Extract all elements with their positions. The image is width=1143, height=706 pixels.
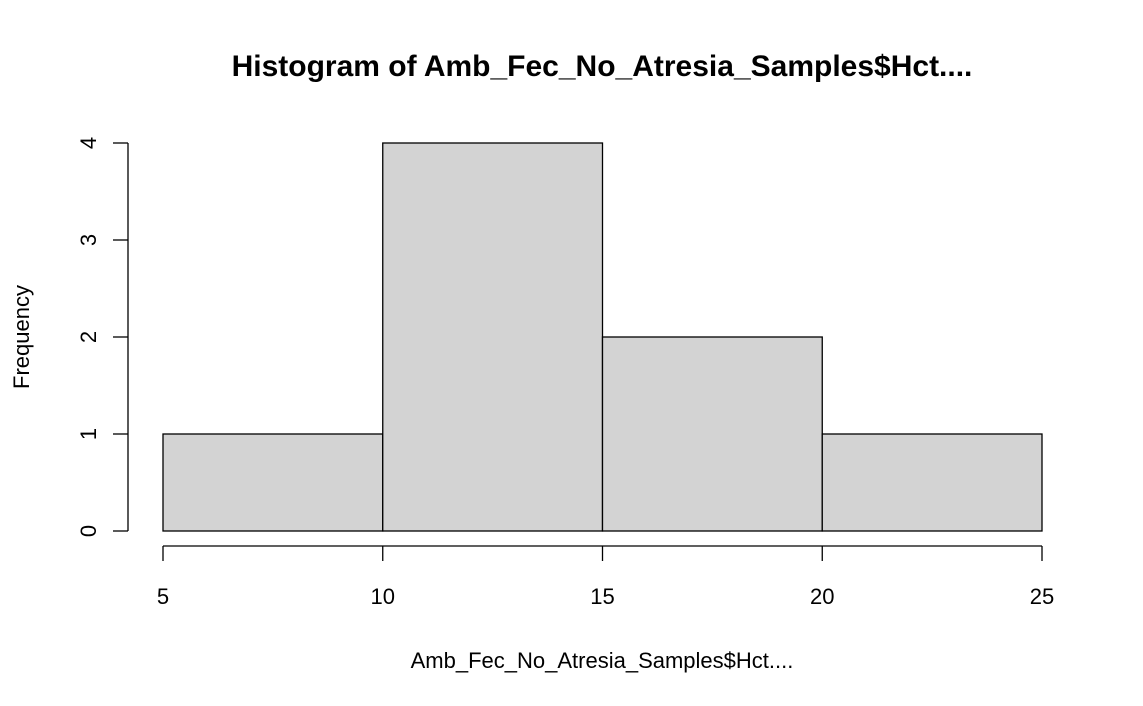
bars-group [162, 142, 1043, 532]
y-tick-label: 3 [76, 234, 101, 246]
y-tick-label: 0 [76, 525, 101, 537]
x-tick-label: 5 [157, 584, 169, 609]
chart-title: Histogram of Amb_Fec_No_Atresia_Samples$… [232, 50, 973, 83]
x-axis: 5 10 15 20 25 [157, 545, 1054, 609]
histogram-bar-3 [601, 336, 823, 532]
x-tick-label: 25 [1030, 584, 1054, 609]
y-axis: 0 1 2 3 4 [76, 137, 129, 537]
x-tick-label: 15 [590, 584, 614, 609]
histogram-bar-2 [382, 142, 604, 532]
x-tick-label: 10 [371, 584, 395, 609]
x-tick-label: 20 [810, 584, 834, 609]
histogram-bar-1 [162, 433, 384, 532]
x-axis-label: Amb_Fec_No_Atresia_Samples$Hct.... [411, 648, 794, 673]
y-axis-label: Frequency [9, 285, 34, 389]
y-tick-label: 1 [76, 428, 101, 440]
y-tick-label: 4 [76, 137, 101, 149]
y-tick-label: 2 [76, 331, 101, 343]
histogram-bar-4 [821, 433, 1043, 532]
